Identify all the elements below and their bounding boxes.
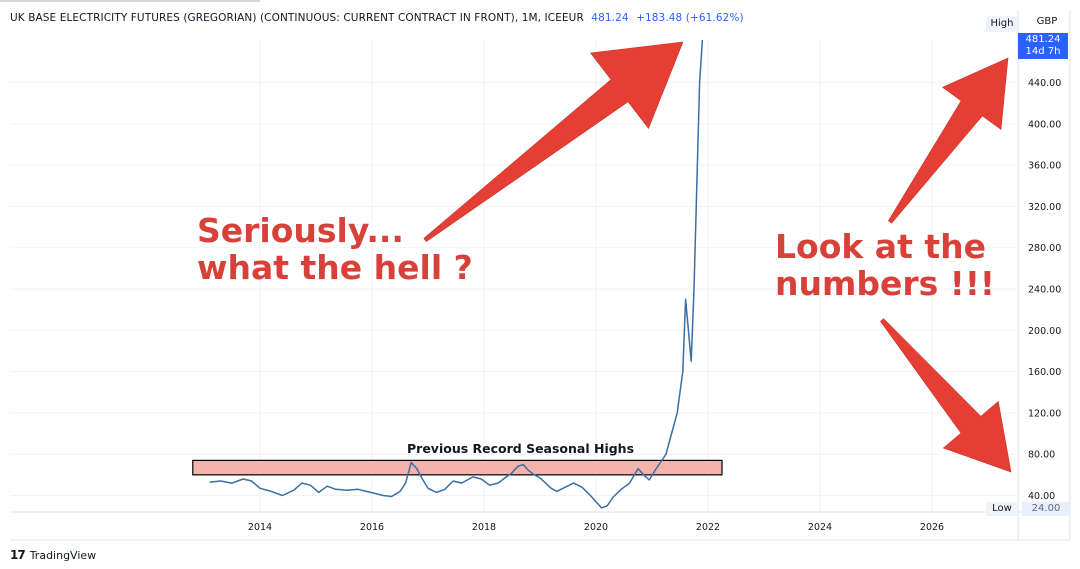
currency-selector[interactable]: GBP <box>1036 16 1058 27</box>
header-last-price: 481.24 <box>591 12 629 24</box>
tradingview-logo-icon: 17 <box>10 548 26 562</box>
annotation-arrows <box>423 41 1012 473</box>
high-marker-label: High <box>986 16 1018 32</box>
y-tick-label: 80.00 <box>1028 450 1055 461</box>
header-change: +183.48 (+61.62%) <box>636 12 744 24</box>
y-tick-label: 40.00 <box>1028 491 1055 502</box>
x-tick-label: 2020 <box>584 522 608 533</box>
record-highs-zone <box>192 459 723 476</box>
price-line <box>209 40 704 509</box>
x-tick-label: 2014 <box>248 522 272 533</box>
tradingview-brand[interactable]: 17 TradingView <box>10 548 96 562</box>
y-tick-label: 440.00 <box>1028 78 1061 89</box>
annotation-right: Look at the numbers !!! <box>775 228 995 302</box>
annotation-right-line2: numbers !!! <box>775 264 995 303</box>
y-tick-label: 280.00 <box>1028 243 1061 254</box>
zone-rect <box>192 459 723 476</box>
zone-label: Previous Record Seasonal Highs <box>407 441 635 456</box>
top-bar-remnant <box>0 0 260 2</box>
symbol-title: UK BASE ELECTRICITY FUTURES (GREGORIAN) … <box>10 12 584 24</box>
x-tick-label: 2022 <box>696 522 720 533</box>
y-tick-label: 320.00 <box>1028 202 1061 213</box>
annotation-left: Seriously... what the hell ? <box>197 212 473 286</box>
big-arrow-icon <box>423 41 684 243</box>
price-series <box>209 40 704 509</box>
low-marker-label: Low <box>986 502 1018 516</box>
x-tick-label: 2018 <box>472 522 496 533</box>
y-tick-label: 200.00 <box>1028 326 1061 337</box>
last-price-badge: 481.24 14d 7h <box>1018 33 1068 59</box>
brand-name: TradingView <box>29 549 97 562</box>
lower-right-arrow-icon <box>880 318 1012 473</box>
upper-right-arrow-icon <box>888 57 1009 224</box>
x-tick-label: 2026 <box>920 522 944 533</box>
low-value-badge: 24.00 <box>1022 502 1070 516</box>
y-axis[interactable]: 40.00 80.00 120.00 160.00 200.00 240.00 280.00… <box>1017 10 1071 540</box>
annotation-left-line1: Seriously... <box>197 211 404 250</box>
symbol-header[interactable]: UK BASE ELECTRICITY FUTURES (GREGORIAN) … <box>10 12 744 24</box>
y-tick-label: 400.00 <box>1028 119 1061 130</box>
annotation-left-line2: what the hell ? <box>197 248 473 287</box>
x-axis[interactable]: 2014 2016 2018 2020 2022 2024 2026 <box>10 511 1070 541</box>
x-tick-label: 2024 <box>808 522 832 533</box>
y-tick-label: 120.00 <box>1028 408 1061 419</box>
last-price-value: 481.24 <box>1025 34 1061 45</box>
y-tick-label: 360.00 <box>1028 161 1061 172</box>
x-tick-label: 2016 <box>360 522 384 533</box>
y-tick-label: 240.00 <box>1028 285 1061 296</box>
bar-countdown: 14d 7h <box>1025 46 1061 57</box>
annotation-right-line1: Look at the <box>775 227 986 266</box>
y-tick-label: 160.00 <box>1028 367 1061 378</box>
